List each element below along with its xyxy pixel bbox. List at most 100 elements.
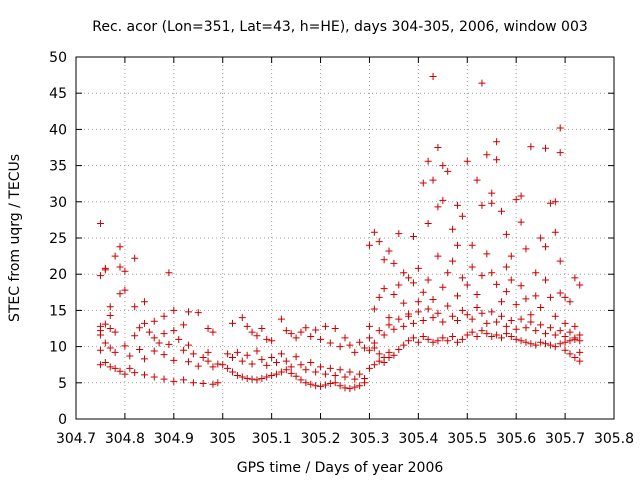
data-point xyxy=(101,320,109,328)
data-point xyxy=(375,293,383,301)
data-point xyxy=(463,331,471,339)
x-tick-label: 305.7 xyxy=(545,431,585,447)
data-point xyxy=(478,327,486,335)
data-point xyxy=(502,288,510,296)
x-tick-label: 305.3 xyxy=(349,431,389,447)
data-point xyxy=(561,346,569,354)
data-point xyxy=(341,384,349,392)
data-point xyxy=(566,350,574,358)
data-point xyxy=(326,380,334,388)
data-point xyxy=(253,376,261,384)
data-point xyxy=(444,167,452,175)
data-point xyxy=(155,339,163,347)
data-point xyxy=(317,335,325,343)
data-point xyxy=(365,346,373,354)
data-point xyxy=(409,233,417,241)
data-point xyxy=(542,330,550,338)
x-tick-label: 305.5 xyxy=(447,431,487,447)
data-point xyxy=(365,364,373,372)
data-point xyxy=(258,325,266,332)
data-point xyxy=(395,230,403,238)
data-points xyxy=(96,73,584,393)
data-point xyxy=(493,318,501,326)
data-point xyxy=(551,312,559,320)
data-point xyxy=(199,380,207,388)
data-point xyxy=(571,274,579,282)
data-point xyxy=(189,379,197,387)
data-point xyxy=(385,321,393,329)
data-point xyxy=(170,327,178,335)
data-point xyxy=(277,350,285,358)
data-point xyxy=(209,328,217,336)
x-tick-label: 305 xyxy=(209,431,236,447)
data-point xyxy=(556,340,564,348)
data-point xyxy=(282,366,290,374)
data-point xyxy=(131,332,139,340)
y-tick-label: 5 xyxy=(58,376,67,392)
data-point xyxy=(473,290,481,298)
data-point xyxy=(498,312,506,320)
data-point xyxy=(140,319,148,327)
data-point xyxy=(214,360,222,368)
data-point xyxy=(160,312,168,320)
data-point xyxy=(537,338,545,346)
data-point xyxy=(268,372,276,380)
data-point xyxy=(248,328,256,336)
data-point xyxy=(111,328,119,336)
x-tick-label: 305.8 xyxy=(594,431,634,447)
data-point xyxy=(566,328,574,336)
data-point xyxy=(380,285,388,293)
data-point xyxy=(542,276,550,284)
data-point xyxy=(302,379,310,387)
x-tick-label: 304.7 xyxy=(56,431,96,447)
data-point xyxy=(121,370,129,378)
data-point xyxy=(365,241,373,249)
data-point xyxy=(116,243,124,251)
data-point xyxy=(312,326,320,334)
data-point xyxy=(424,276,432,284)
data-point xyxy=(140,371,148,379)
data-point xyxy=(375,350,383,358)
data-point xyxy=(229,319,237,327)
data-point xyxy=(576,348,584,356)
data-point xyxy=(150,317,158,325)
data-point xyxy=(449,332,457,340)
data-point xyxy=(434,144,442,151)
data-point xyxy=(444,302,452,310)
data-point xyxy=(258,356,266,364)
data-point xyxy=(439,196,447,204)
data-point xyxy=(194,309,202,317)
data-point xyxy=(258,374,266,382)
data-point xyxy=(136,345,144,353)
data-point xyxy=(121,267,129,275)
data-point xyxy=(150,347,158,355)
data-point xyxy=(180,346,188,354)
data-point xyxy=(297,376,305,384)
data-point xyxy=(429,296,437,304)
data-point xyxy=(361,374,369,382)
data-point xyxy=(390,290,398,298)
data-point xyxy=(121,342,129,350)
data-point xyxy=(414,338,422,346)
data-point xyxy=(243,351,251,359)
data-point xyxy=(409,334,417,342)
data-point xyxy=(576,357,584,365)
data-point xyxy=(101,339,109,347)
data-point xyxy=(576,337,584,345)
data-point xyxy=(180,376,188,384)
data-point xyxy=(429,176,437,184)
data-point xyxy=(282,357,290,365)
data-point xyxy=(449,257,457,265)
data-point xyxy=(400,322,408,330)
data-point xyxy=(463,281,471,289)
data-point xyxy=(238,314,246,322)
data-point xyxy=(341,373,349,381)
data-point xyxy=(184,308,192,316)
data-point xyxy=(356,370,364,378)
data-point xyxy=(204,325,212,332)
data-point xyxy=(571,322,579,330)
data-point xyxy=(419,332,427,340)
data-point xyxy=(429,314,437,322)
data-point xyxy=(385,314,393,322)
data-point xyxy=(546,293,554,301)
